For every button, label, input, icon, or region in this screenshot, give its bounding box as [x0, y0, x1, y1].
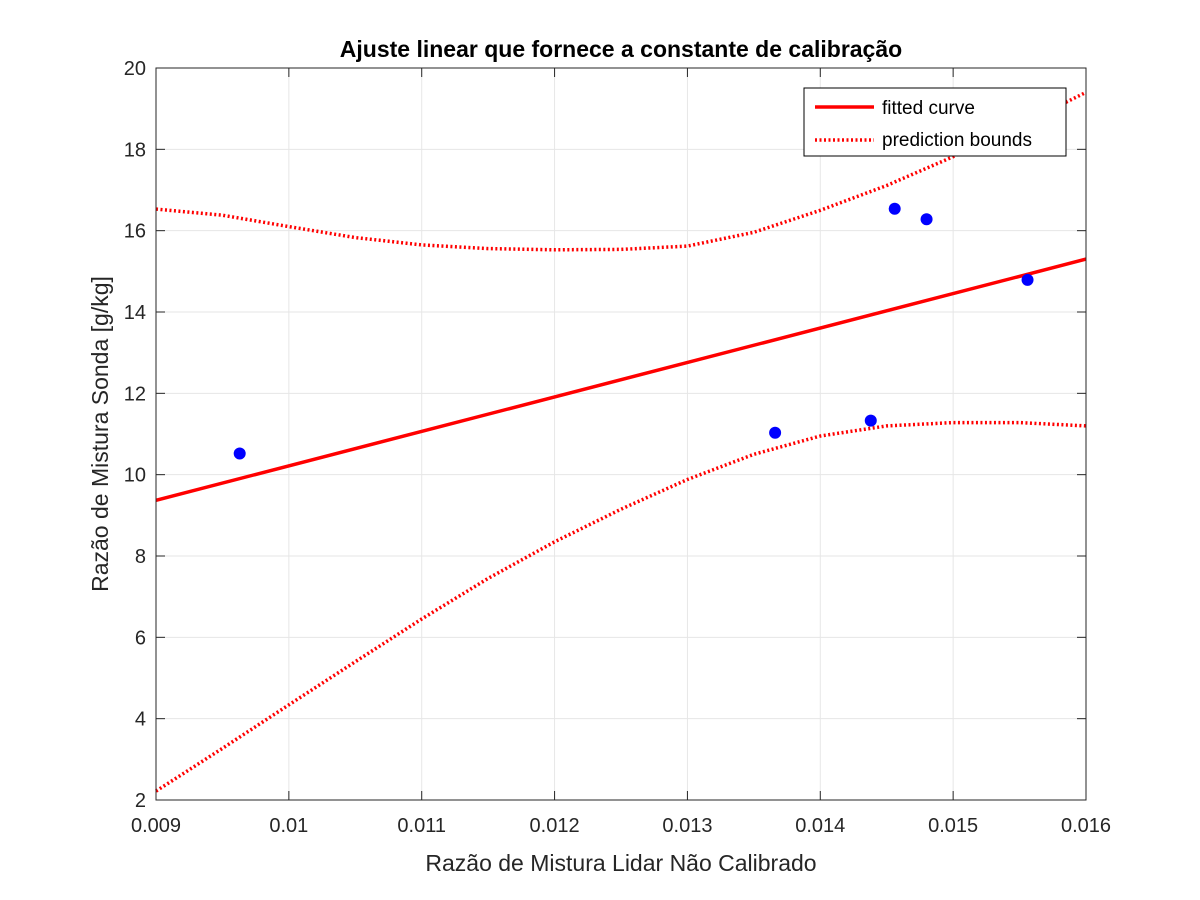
y-tick-label: 16 [124, 221, 146, 243]
y-tick-label: 10 [124, 465, 146, 487]
points-layer [233, 202, 1034, 460]
x-tick-label: 0.016 [1061, 815, 1111, 837]
legend-label-prediction-bounds: prediction bounds [882, 130, 1032, 151]
x-tick-label: 0.009 [131, 815, 181, 837]
data-point [769, 426, 782, 439]
y-tick-label: 14 [124, 302, 146, 324]
y-tick-labels: 2 4 6 8 10 12 14 16 18 20 [124, 58, 146, 812]
legend-label-fitted-curve: fitted curve [882, 98, 975, 119]
data-point [233, 447, 246, 460]
ticks [155, 67, 1087, 801]
data-point [920, 213, 933, 226]
lower-prediction-bound-line [155, 420, 1087, 793]
y-tick-label: 8 [135, 546, 146, 568]
x-tick-label: 0.015 [928, 815, 978, 837]
x-tick-label: 0.011 [397, 815, 446, 837]
y-tick-label: 2 [135, 790, 146, 812]
x-tick-label: 0.012 [530, 815, 580, 837]
y-tick-label: 12 [124, 383, 146, 405]
y-tick-label: 6 [135, 627, 146, 649]
x-tick-label: 0.013 [662, 815, 712, 837]
plot-frame [155, 67, 1087, 801]
y-tick-label: 18 [124, 139, 146, 161]
y-tick-label: 20 [124, 58, 146, 80]
x-tick-label: 0.01 [269, 815, 308, 837]
x-tick-labels: 0.009 0.01 0.011 0.012 0.013 0.014 0.015 0.016 [131, 815, 1111, 837]
data-point [888, 202, 901, 215]
fitted-curve-line [155, 257, 1087, 502]
series-layer [155, 90, 1087, 793]
plot-area [156, 68, 1086, 800]
x-tick-label: 0.014 [795, 815, 845, 837]
legend-box [803, 87, 1067, 157]
y-tick-label: 4 [135, 709, 146, 731]
legend: fitted curve prediction bounds [803, 87, 1067, 157]
x-axis-label: Razão de Mistura Lidar Não Calibrado [425, 850, 816, 876]
y-axis-label: Razão de Mistura Sonda [g/kg] [87, 276, 113, 592]
data-point [1021, 273, 1034, 286]
chart-title: Ajuste linear que fornece a constante de… [340, 36, 902, 62]
data-point [864, 414, 877, 427]
